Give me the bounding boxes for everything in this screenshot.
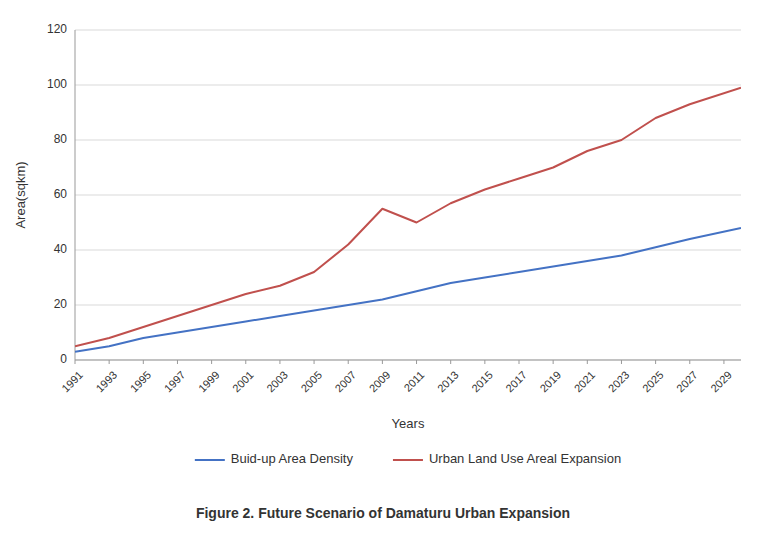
x-tick-label: 1999: [196, 369, 222, 395]
x-tick: [484, 360, 485, 364]
x-tick-label: 1993: [93, 369, 119, 395]
x-tick: [655, 360, 656, 364]
x-tick: [587, 360, 588, 364]
grid-line: [75, 85, 741, 86]
series-line: [75, 228, 741, 352]
axes: 0 20 40 60 80 100 120 1991 1993 1995 1997 1999 2001 2…: [47, 22, 741, 394]
legend-swatch: [195, 459, 225, 461]
series-line: [75, 88, 741, 347]
x-tick-label: 2015: [469, 369, 495, 395]
x-tick-label: 2005: [298, 369, 324, 395]
x-tick: [519, 360, 520, 364]
grid-line: [75, 360, 741, 361]
x-tick-label: 1995: [128, 369, 154, 395]
y-tick-label: 20: [54, 297, 68, 311]
y-tick-label: 40: [54, 242, 68, 256]
x-axis-line: [75, 360, 741, 361]
x-axis-label: Years: [392, 416, 425, 431]
x-tick: [143, 360, 144, 364]
legend-item: Urban Land Use Areal Expansion: [393, 451, 621, 466]
x-tick-label: 1997: [162, 369, 188, 395]
x-tick: [382, 360, 383, 364]
x-tick: [689, 360, 690, 364]
x-tick: [621, 360, 622, 364]
legend-label: Urban Land Use Areal Expansion: [429, 451, 621, 466]
x-tick-label: 2027: [674, 369, 700, 395]
x-tick: [177, 360, 178, 364]
legend-label: Buid-up Area Density: [231, 451, 354, 466]
x-tick-label: 2003: [264, 369, 290, 395]
y-tick-label: 120: [47, 22, 67, 36]
x-tick: [245, 360, 246, 364]
y-axis-label: Area(sqkm): [13, 161, 28, 228]
x-tick: [314, 360, 315, 364]
grid-line: [75, 30, 741, 31]
plot-area: [75, 88, 741, 352]
legend-item: Buid-up Area Density: [195, 451, 354, 466]
x-tick-label: 2013: [435, 369, 461, 395]
x-tick: [279, 360, 280, 364]
x-tick: [553, 360, 554, 364]
y-tick-label: 60: [54, 187, 68, 201]
grid: [75, 30, 741, 360]
y-tick-label: 80: [54, 132, 68, 146]
y-tick-label: 100: [47, 77, 67, 91]
y-tick-label: 0: [60, 352, 67, 366]
x-tick-label: 2019: [537, 369, 563, 395]
x-tick-label: 2017: [503, 369, 529, 395]
title: Figure 2. Future Scenario of Damaturu Ur…: [196, 505, 570, 521]
x-tick-label: 2021: [572, 369, 598, 395]
x-tick: [723, 360, 724, 364]
x-tick: [109, 360, 110, 364]
chart: 0 20 40 60 80 100 120 1991 1993 1995 1997 1999 2001 2…: [0, 0, 766, 540]
x-tick-label: 2001: [230, 369, 256, 395]
x-tick: [416, 360, 417, 364]
x-tick-label: 2007: [333, 369, 359, 395]
grid-line: [75, 140, 741, 141]
x-tick-label: 2029: [708, 369, 734, 395]
x-tick: [348, 360, 349, 364]
y-axis-line: [75, 30, 76, 360]
x-tick-label: 2009: [367, 369, 393, 395]
x-tick: [450, 360, 451, 364]
x-tick-label: 1991: [59, 369, 85, 395]
x-tick-label: 2023: [606, 369, 632, 395]
grid-line: [75, 195, 741, 196]
x-tick-label: 2025: [640, 369, 666, 395]
x-tick: [211, 360, 212, 364]
legend: Buid-up Area Density Urban Land Use Areal…: [195, 451, 621, 466]
x-tick-label: 2011: [401, 369, 426, 394]
legend-swatch: [393, 459, 423, 461]
grid-line: [75, 305, 741, 306]
x-tick: [75, 360, 76, 364]
